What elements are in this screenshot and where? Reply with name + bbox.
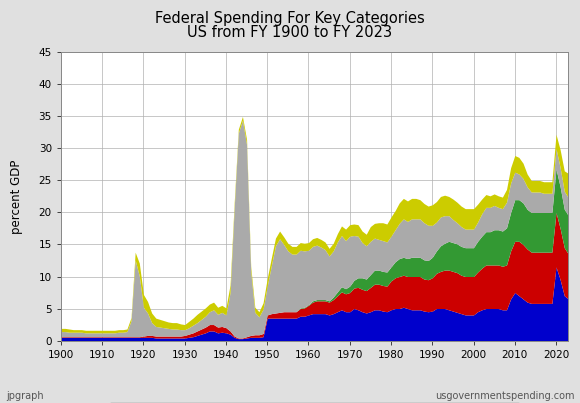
Text: Federal Spending For Key Categories: Federal Spending For Key Categories: [155, 10, 425, 26]
Text: US from FY 1900 to FY 2023: US from FY 1900 to FY 2023: [187, 25, 393, 40]
Text: usgovernmentspending.com: usgovernmentspending.com: [434, 391, 574, 401]
Y-axis label: percent GDP: percent GDP: [10, 159, 23, 234]
Text: jpgraph: jpgraph: [6, 391, 44, 401]
